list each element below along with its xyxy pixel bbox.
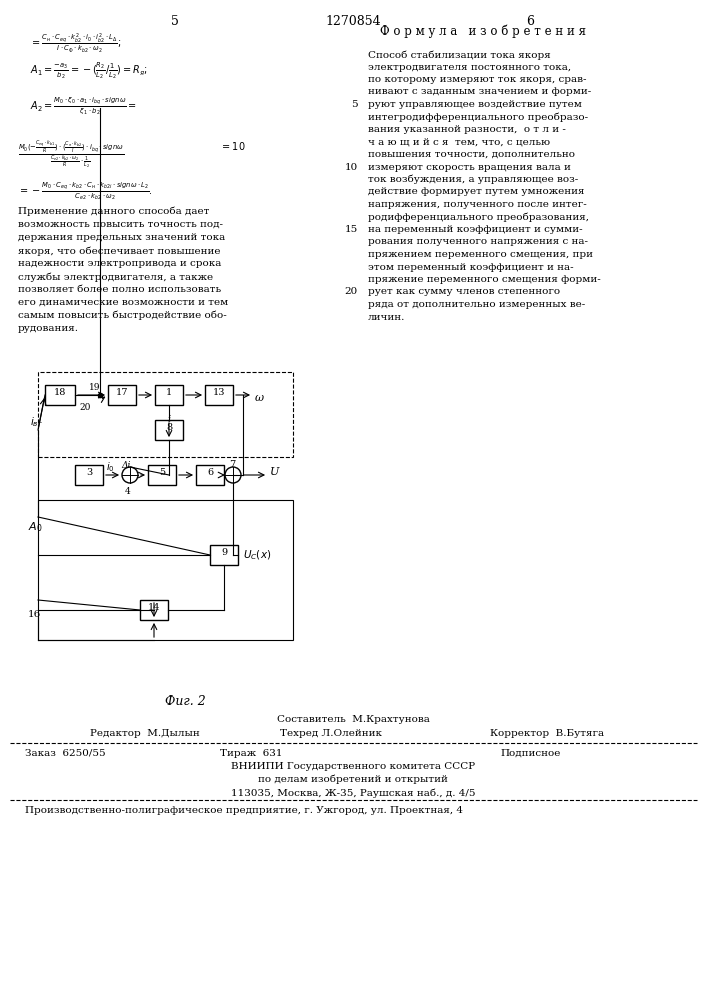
Text: по которому измеряют ток якоря, срав-: по которому измеряют ток якоря, срав- <box>368 75 587 84</box>
Text: ток возбуждения, а управляющее воз-: ток возбуждения, а управляющее воз- <box>368 175 578 184</box>
Text: Производственно-полиграфическое предприятие, г. Ужгород, ул. Проектная, 4: Производственно-полиграфическое предприя… <box>25 806 463 815</box>
Text: пряжением переменного смещения, при: пряжением переменного смещения, при <box>368 250 593 259</box>
Text: 5: 5 <box>351 100 358 109</box>
Text: $= 10$: $= 10$ <box>220 140 245 152</box>
Text: 5: 5 <box>159 468 165 477</box>
Text: рования полученного напряжения с на-: рования полученного напряжения с на- <box>368 237 588 246</box>
Text: ряда от дополнительно измеренных ве-: ряда от дополнительно измеренных ве- <box>368 300 585 309</box>
Bar <box>45 385 75 405</box>
Text: $i_0$: $i_0$ <box>106 460 115 474</box>
Text: 20: 20 <box>79 403 90 412</box>
Text: на переменный коэффициент и сумми-: на переменный коэффициент и сумми- <box>368 225 583 234</box>
Text: позволяет более полно использовать: позволяет более полно использовать <box>18 285 221 294</box>
Text: 8: 8 <box>166 423 172 432</box>
Text: 19: 19 <box>89 383 101 392</box>
Bar <box>38 500 293 640</box>
Text: 13: 13 <box>213 388 226 397</box>
Text: 18: 18 <box>54 388 66 397</box>
Bar <box>140 600 168 620</box>
Text: $= -\frac{M_0 \cdot C_{eq} \cdot k_{b2} \cdot C_н \cdot k_{b2i} \cdot sign\omega: $= -\frac{M_0 \cdot C_{eq} \cdot k_{b2} … <box>18 180 153 202</box>
Text: личин.: личин. <box>368 312 405 322</box>
Text: рудования.: рудования. <box>18 324 79 333</box>
Text: Техред Л.Олейник: Техред Л.Олейник <box>280 729 382 738</box>
Text: $A_1 = \frac{-a_3}{b_2} = -(\frac{R_2}{L_2} / \frac{1}{L_2}) = R_я;$: $A_1 = \frac{-a_3}{b_2} = -(\frac{R_2}{L… <box>30 60 148 81</box>
Text: 14: 14 <box>148 603 160 612</box>
Bar <box>210 545 238 565</box>
Text: электродвигателя постоянного тока,: электродвигателя постоянного тока, <box>368 62 571 72</box>
Bar <box>148 465 176 485</box>
Text: 1270854: 1270854 <box>325 15 381 28</box>
Text: действие формирует путем умножения: действие формирует путем умножения <box>368 188 585 196</box>
Text: по делам изобретений и открытий: по делам изобретений и открытий <box>258 775 448 784</box>
Text: 9: 9 <box>221 548 227 557</box>
Text: службы электродвигателя, а также: службы электродвигателя, а также <box>18 272 213 282</box>
Text: 6: 6 <box>207 468 213 477</box>
Text: его динамические возможности и тем: его динамические возможности и тем <box>18 298 228 307</box>
Text: Заказ  6250/55: Заказ 6250/55 <box>25 749 105 758</box>
Text: пряжение переменного смещения форми-: пряжение переменного смещения форми- <box>368 275 601 284</box>
Text: родифференциального преобразования,: родифференциального преобразования, <box>368 213 589 222</box>
Bar <box>108 385 136 405</box>
Text: Δi: Δi <box>122 461 131 470</box>
Text: 16: 16 <box>28 610 41 619</box>
Text: ВНИИПИ Государственного комитета СССР: ВНИИПИ Государственного комитета СССР <box>231 762 475 771</box>
Text: повышения точности, дополнительно: повышения точности, дополнительно <box>368 150 575 159</box>
Text: возможность повысить точность под-: возможность повысить точность под- <box>18 220 223 229</box>
Text: Подписное: Подписное <box>500 749 561 758</box>
Bar <box>75 465 103 485</box>
Text: ω: ω <box>255 393 264 403</box>
Text: Способ стабилизации тока якоря: Способ стабилизации тока якоря <box>368 50 551 60</box>
Bar <box>155 385 183 405</box>
Text: измеряют скорость вращения вала и: измеряют скорость вращения вала и <box>368 162 571 172</box>
Text: Редактор  М.Дылын: Редактор М.Дылын <box>90 729 200 738</box>
Text: самым повысить быстродействие обо-: самым повысить быстродействие обо- <box>18 311 227 320</box>
Text: $U_C(x)$: $U_C(x)$ <box>243 548 271 562</box>
Text: i: i <box>168 415 170 424</box>
Text: $= \frac{C_н \cdot C_{eq} \cdot k_{b2}^2 \cdot i_0 \cdot i_{b2}^2 \cdot L_\Delta: $= \frac{C_н \cdot C_{eq} \cdot k_{b2}^2… <box>30 32 122 55</box>
Text: 10: 10 <box>345 162 358 172</box>
Bar <box>205 385 233 405</box>
Text: напряжения, полученного после интег-: напряжения, полученного после интег- <box>368 200 587 209</box>
Text: Фиг. 2: Фиг. 2 <box>165 695 205 708</box>
Text: $i_{вг}$: $i_{вг}$ <box>30 415 43 429</box>
Bar <box>155 420 183 440</box>
Text: этом переменный коэффициент и на-: этом переменный коэффициент и на- <box>368 262 573 271</box>
Text: вания указанной разности,  о т л и -: вания указанной разности, о т л и - <box>368 125 566 134</box>
Text: $A_0$: $A_0$ <box>28 520 42 534</box>
Bar <box>38 372 293 457</box>
Text: 15: 15 <box>345 225 358 234</box>
Text: 7: 7 <box>229 460 235 469</box>
Text: Тираж  631: Тираж 631 <box>220 749 283 758</box>
Text: 6: 6 <box>526 15 534 28</box>
Text: U: U <box>270 467 279 477</box>
Text: 3: 3 <box>86 468 92 477</box>
Text: интегродифференциального преобразо-: интегродифференциального преобразо- <box>368 112 588 122</box>
Text: ч а ю щ и й с я  тем, что, с целью: ч а ю щ и й с я тем, что, с целью <box>368 137 550 146</box>
Text: 113035, Москва, Ж-35, Раушская наб., д. 4/5: 113035, Москва, Ж-35, Раушская наб., д. … <box>230 788 475 798</box>
Text: рует как сумму членов степенного: рует как сумму членов степенного <box>368 288 560 296</box>
Text: 1: 1 <box>166 388 172 397</box>
Text: Применение данного способа дает: Применение данного способа дает <box>18 207 209 217</box>
Text: нивают с заданным значением и форми-: нивают с заданным значением и форми- <box>368 88 591 97</box>
Text: Составитель  М.Крахтунова: Составитель М.Крахтунова <box>276 715 429 724</box>
Text: 5: 5 <box>171 15 179 28</box>
Text: 4: 4 <box>125 487 131 496</box>
Text: Корректор  В.Бутяга: Корректор В.Бутяга <box>490 729 604 738</box>
Text: надежности электропривода и срока: надежности электропривода и срока <box>18 259 221 268</box>
Text: держания предельных значений тока: держания предельных значений тока <box>18 233 226 242</box>
Text: 20: 20 <box>345 288 358 296</box>
Text: якоря, что обеспечивает повышение: якоря, что обеспечивает повышение <box>18 246 221 255</box>
Bar <box>196 465 224 485</box>
Text: руют управляющее воздействие путем: руют управляющее воздействие путем <box>368 100 582 109</box>
Text: $A_2 = \frac{M_0 \cdot \xi_0 \cdot a_1 \cdot i_{bq} \cdot sign\omega}{\xi_1 \cdo: $A_2 = \frac{M_0 \cdot \xi_0 \cdot a_1 \… <box>30 95 137 117</box>
Text: Ф о р м у л а   и з о б р е т е н и я: Ф о р м у л а и з о б р е т е н и я <box>380 25 586 38</box>
Text: $\frac{M_0(-\frac{C_{eq} \cdot k_{b1}}{R}) \cdot (\frac{C_н \cdot k_{b2}}{I}) \c: $\frac{M_0(-\frac{C_{eq} \cdot k_{b1}}{R… <box>18 140 124 170</box>
Text: 17: 17 <box>116 388 128 397</box>
